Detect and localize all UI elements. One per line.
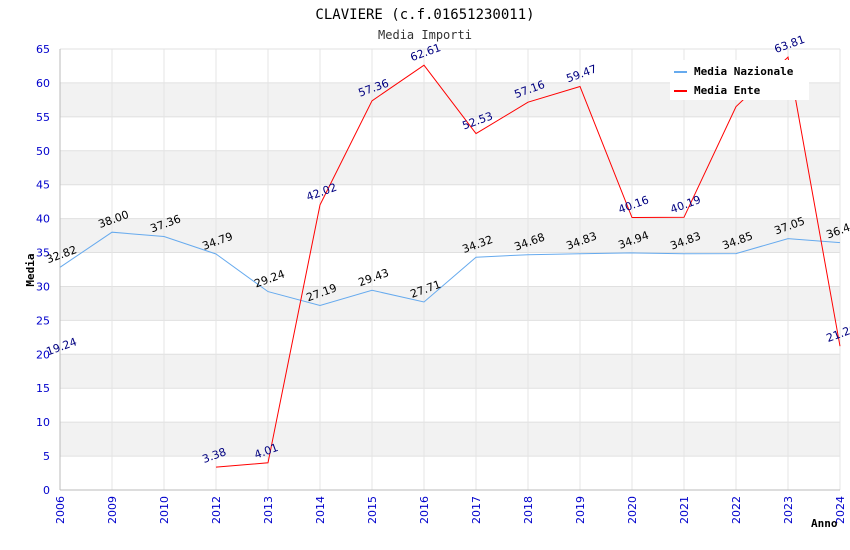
grid-band xyxy=(60,320,840,355)
x-tick-label: 2023 xyxy=(782,496,795,524)
x-tick-label: 2009 xyxy=(106,496,119,524)
legend: Media Nazionale Media Ente xyxy=(670,60,809,100)
grid-band xyxy=(60,354,840,389)
y-tick-label: 15 xyxy=(36,382,50,395)
grid-band xyxy=(60,252,840,287)
x-tick-label: 2021 xyxy=(678,496,691,524)
grid-band xyxy=(60,388,840,423)
x-tick-label: 2014 xyxy=(314,496,327,524)
chart-subtitle: Media Importi xyxy=(378,28,472,42)
y-tick-label: 5 xyxy=(43,450,50,463)
y-tick-label: 30 xyxy=(36,280,50,293)
chart-title: CLAVIERE (c.f.01651230011) xyxy=(315,7,534,23)
y-tick-label: 0 xyxy=(43,484,50,497)
y-tick-label: 65 xyxy=(36,43,50,56)
y-tick-label: 20 xyxy=(36,348,50,361)
y-tick-label: 10 xyxy=(36,416,50,429)
x-axis-label: Anno xyxy=(811,517,838,530)
grid-band xyxy=(60,116,840,151)
grid-band xyxy=(60,184,840,219)
legend-box xyxy=(670,60,809,100)
grid-band xyxy=(60,218,840,253)
series-line-ente xyxy=(215,56,841,468)
y-axis-label: Media xyxy=(24,253,37,286)
x-tick-label: 2013 xyxy=(262,496,275,524)
grid-band xyxy=(60,456,840,490)
grid-band xyxy=(60,422,840,457)
y-tick-label: 45 xyxy=(36,179,50,192)
y-tick-label: 35 xyxy=(36,247,50,260)
legend-label-ente: Media Ente xyxy=(694,84,761,97)
grid-band xyxy=(60,150,840,185)
x-tick-label: 2015 xyxy=(366,496,379,524)
x-tick-label: 2024 xyxy=(834,496,847,524)
x-tick-label: 2018 xyxy=(522,496,535,524)
y-tick-label: 50 xyxy=(36,145,50,158)
y-tick-label: 55 xyxy=(36,111,50,124)
x-tick-label: 2012 xyxy=(210,496,223,524)
x-tick-label: 2020 xyxy=(626,496,639,524)
y-tick-label: 60 xyxy=(36,77,50,90)
y-tick-label: 40 xyxy=(36,213,50,226)
y-tick-label: 25 xyxy=(36,314,50,327)
grid-band xyxy=(60,286,840,321)
x-tick-label: 2019 xyxy=(574,496,587,524)
legend-label-nazionale: Media Nazionale xyxy=(694,65,794,78)
x-tick-label: 2017 xyxy=(470,496,483,524)
series-line-nazionale xyxy=(59,231,841,307)
x-tick-label: 2022 xyxy=(730,496,743,524)
x-tick-label: 2006 xyxy=(54,496,67,524)
x-tick-label: 2016 xyxy=(418,496,431,524)
x-tick-label: 2010 xyxy=(158,496,171,524)
